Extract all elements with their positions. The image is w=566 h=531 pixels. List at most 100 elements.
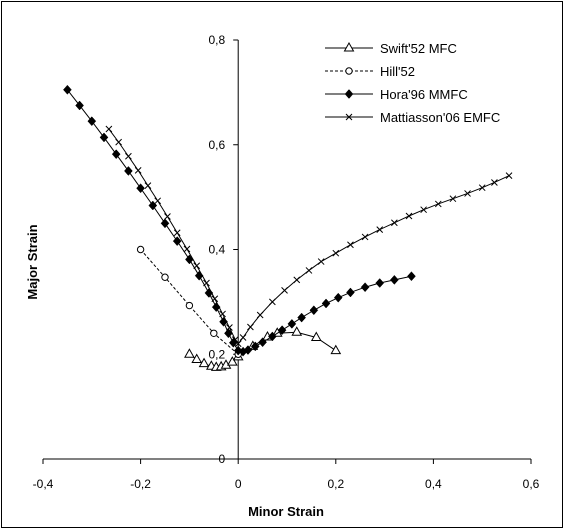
data-point — [111, 149, 121, 160]
data-point — [464, 190, 471, 197]
y-tick-label: 0,8 — [209, 33, 226, 47]
y-tick-label: 0,4 — [209, 243, 226, 257]
data-point — [344, 89, 354, 99]
data-point — [87, 116, 97, 127]
data-point — [420, 206, 427, 214]
data-point — [376, 226, 384, 233]
x-tick-label: -0,4 — [33, 477, 54, 491]
data-point — [234, 340, 242, 348]
data-point — [281, 286, 288, 294]
data-point — [390, 275, 399, 285]
data-point — [173, 229, 181, 237]
y-tick-label: 0 — [219, 452, 226, 466]
data-point — [287, 318, 297, 329]
data-point — [247, 323, 254, 331]
x-tick-label: 0,2 — [327, 477, 344, 491]
data-point — [360, 282, 370, 293]
x-tick-label: -0,2 — [130, 477, 151, 491]
data-point — [309, 305, 319, 316]
data-point — [183, 245, 191, 253]
data-point — [291, 326, 303, 336]
data-point — [124, 166, 133, 176]
data-point — [219, 310, 226, 318]
data-point — [243, 345, 253, 355]
series-layer — [63, 84, 513, 371]
data-point — [256, 311, 264, 319]
data-point — [134, 167, 142, 174]
data-point — [345, 67, 353, 75]
data-point — [343, 41, 355, 52]
data-point — [75, 100, 84, 111]
data-point — [375, 278, 385, 288]
data-point — [305, 267, 313, 274]
data-point — [191, 353, 203, 363]
data-point — [332, 249, 340, 257]
data-point — [405, 212, 413, 220]
data-point — [231, 336, 239, 343]
series-4 — [105, 125, 513, 348]
data-point — [347, 241, 354, 249]
legend-label: Hora'96 MMFC — [380, 87, 468, 102]
data-point — [317, 258, 325, 265]
legend-item: Hora'96 MMFC — [325, 87, 468, 102]
data-point — [277, 325, 287, 336]
data-point — [136, 183, 145, 194]
data-point — [160, 218, 170, 229]
data-point — [310, 331, 322, 341]
data-point — [330, 344, 342, 355]
data-point — [258, 337, 267, 348]
y-tick-label: 0,2 — [209, 347, 226, 361]
data-point — [115, 138, 122, 146]
data-point — [239, 334, 247, 341]
data-point — [361, 233, 369, 241]
data-point — [268, 331, 277, 342]
data-point — [226, 356, 238, 366]
data-point — [505, 172, 513, 180]
data-point — [391, 219, 398, 227]
data-point — [449, 195, 457, 203]
data-point — [293, 276, 301, 284]
data-point — [136, 245, 145, 254]
data-point — [172, 236, 182, 246]
y-tick-label: 0,6 — [209, 138, 226, 152]
data-point — [211, 295, 219, 303]
data-point — [346, 287, 355, 298]
data-point — [250, 341, 260, 352]
data-point — [226, 324, 233, 331]
legend-item: Swift'52 MFC — [325, 41, 457, 56]
legend-label: Mattiasson'06 EMFC — [380, 110, 500, 125]
data-point — [185, 254, 194, 265]
legend-label: Hill'52 — [380, 64, 415, 79]
data-point — [434, 200, 442, 208]
data-point — [154, 197, 162, 205]
data-point — [125, 152, 132, 160]
data-point — [99, 132, 109, 143]
data-point — [193, 262, 201, 270]
legend-item: Hill'52 — [325, 64, 415, 79]
y-axis-title: Major Strain — [25, 224, 40, 299]
data-point — [269, 298, 276, 306]
data-point — [105, 125, 113, 133]
series-line — [108, 128, 510, 345]
legend-label: Swift'52 MFC — [380, 41, 457, 56]
data-point — [345, 113, 353, 121]
data-point — [478, 184, 486, 192]
data-point — [491, 179, 498, 186]
data-point — [144, 182, 152, 189]
x-tick-label: 0,6 — [523, 477, 540, 491]
legend: Swift'52 MFC Hill'52 Hora'96 MMFC Mattiasso… — [325, 41, 500, 125]
data-point — [333, 292, 343, 303]
data-point — [198, 357, 210, 368]
data-point — [161, 273, 169, 281]
legend-item: Mattiasson'06 EMFC — [325, 110, 500, 125]
x-axis-title: Minor Strain — [248, 504, 324, 519]
x-tick-label: 0 — [235, 477, 242, 491]
series-line — [140, 249, 239, 355]
data-point — [63, 84, 72, 95]
series-line — [67, 89, 412, 353]
data-point — [321, 298, 331, 309]
series-3 — [63, 84, 416, 357]
data-point — [164, 213, 171, 220]
